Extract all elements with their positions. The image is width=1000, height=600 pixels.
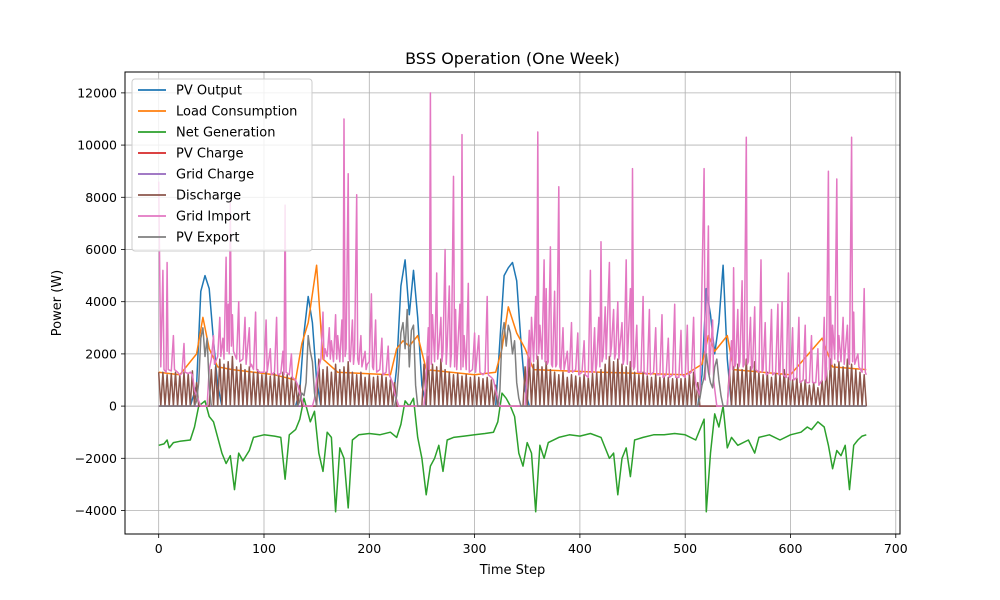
chart-title: BSS Operation (One Week) [405, 49, 620, 68]
x-axis-label: Time Step [479, 563, 546, 578]
legend: PV Output Load Consumption Net Generation P… [131, 78, 313, 252]
legend-label-grid-import: Grid Import [176, 210, 251, 225]
series-line-net-generation [158, 392, 867, 513]
x-tick-label: 500 [673, 541, 697, 556]
axis-ticks: 0 100 200 300 400 500 600 700 −4000 −2000 0 2000 400… [75, 85, 908, 556]
y-tick-label: 0 [109, 399, 117, 414]
plot-frame [124, 71, 901, 535]
y-tick-label: 6000 [85, 242, 117, 257]
y-tick-label: 10000 [77, 138, 117, 153]
x-tick-label: 600 [779, 541, 803, 556]
y-axis-label: Power (W) [50, 270, 65, 336]
legend-label-pv-output: PV Output [176, 84, 242, 99]
x-tick-label: 0 [155, 541, 163, 556]
legend-label-load-consumption: Load Consumption [176, 105, 297, 120]
legend-label-grid-charge: Grid Charge [176, 168, 254, 183]
y-tick-label: −2000 [75, 451, 117, 466]
legend-label-discharge: Discharge [176, 189, 241, 204]
y-tick-label: 8000 [85, 190, 117, 205]
legend-label-pv-export: PV Export [176, 231, 239, 246]
y-tick-label: 2000 [85, 346, 117, 361]
y-tick-label: 12000 [77, 85, 117, 100]
legend-label-net-generation: Net Generation [176, 126, 275, 141]
x-tick-label: 400 [568, 541, 592, 556]
legend-label-pv-charge: PV Charge [176, 147, 244, 162]
x-tick-label: 200 [357, 541, 381, 556]
x-tick-label: 700 [884, 541, 908, 556]
y-tick-label: −4000 [75, 503, 117, 518]
plot-series [157, 92, 868, 513]
x-tick-label: 300 [463, 541, 487, 556]
x-tick-label: 100 [252, 541, 276, 556]
series-line-pv-export [158, 308, 867, 407]
legend-box [131, 78, 313, 252]
y-tick-label: 4000 [85, 294, 117, 309]
series-line-grid-import [157, 92, 868, 407]
series-line-discharge [157, 355, 868, 407]
